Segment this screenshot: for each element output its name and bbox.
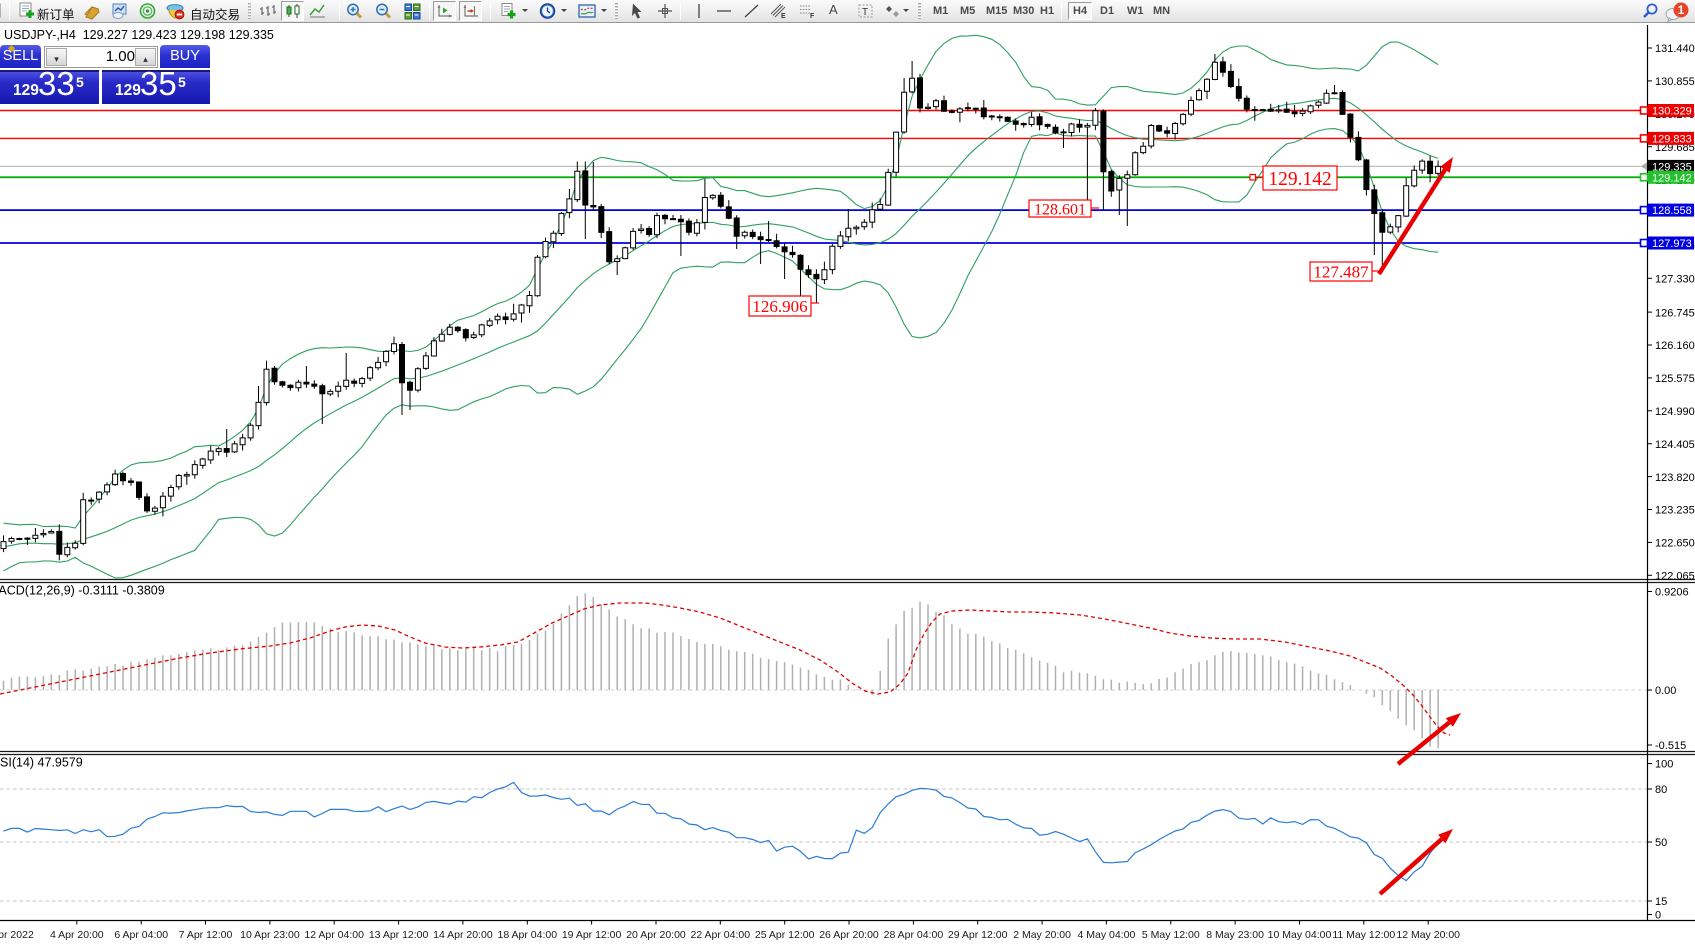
- svg-text:122.650: 122.650: [1655, 538, 1695, 550]
- svg-text:20 Apr 20:00: 20 Apr 20:00: [626, 929, 686, 941]
- svg-text:126.906: 126.906: [752, 297, 807, 316]
- svg-text:0: 0: [1655, 909, 1661, 921]
- svg-text:80: 80: [1655, 784, 1667, 796]
- svg-text:8 May 23:00: 8 May 23:00: [1206, 929, 1264, 941]
- svg-text:130.329: 130.329: [1652, 106, 1692, 118]
- svg-text:7 Apr 12:00: 7 Apr 12:00: [179, 929, 233, 941]
- svg-text:128.558: 128.558: [1652, 205, 1692, 217]
- svg-text:127.487: 127.487: [1313, 263, 1369, 282]
- svg-text:12 Apr 04:00: 12 Apr 04:00: [304, 929, 364, 941]
- svg-text:124.990: 124.990: [1655, 406, 1695, 418]
- svg-text:123.820: 123.820: [1655, 472, 1695, 484]
- svg-text:14 Apr 20:00: 14 Apr 20:00: [433, 929, 493, 941]
- svg-text:129.335: 129.335: [1652, 161, 1692, 173]
- svg-text:124.405: 124.405: [1655, 439, 1695, 451]
- svg-text:12 May 20:00: 12 May 20:00: [1396, 929, 1460, 941]
- svg-text:-0.515: -0.515: [1655, 740, 1686, 752]
- svg-text:4 May 04:00: 4 May 04:00: [1078, 929, 1136, 941]
- svg-text:29 Apr 12:00: 29 Apr 12:00: [948, 929, 1008, 941]
- svg-text:100: 100: [1655, 758, 1673, 770]
- svg-text:126.160: 126.160: [1655, 340, 1695, 352]
- svg-text:26 Apr 20:00: 26 Apr 20:00: [819, 929, 879, 941]
- svg-text:11 May 12:00: 11 May 12:00: [1332, 929, 1395, 941]
- svg-text:131.440: 131.440: [1655, 43, 1695, 55]
- svg-text:1 Apr 2022: 1 Apr 2022: [0, 929, 34, 941]
- svg-text:18 Apr 04:00: 18 Apr 04:00: [498, 929, 558, 941]
- svg-text:0.9206: 0.9206: [1655, 587, 1689, 599]
- svg-text:19 Apr 12:00: 19 Apr 12:00: [562, 929, 622, 941]
- svg-text:129.142: 129.142: [1652, 172, 1692, 184]
- svg-text:123.235: 123.235: [1655, 505, 1695, 517]
- svg-text:0.00: 0.00: [1655, 685, 1676, 697]
- svg-text:127.330: 127.330: [1655, 274, 1695, 286]
- svg-text:T: T: [862, 7, 868, 18]
- svg-text:125.575: 125.575: [1655, 373, 1695, 385]
- svg-text:128.601: 128.601: [1034, 201, 1086, 218]
- svg-text:129.142: 129.142: [1268, 169, 1331, 190]
- svg-text:2 May 20:00: 2 May 20:00: [1013, 929, 1071, 941]
- svg-text:50: 50: [1655, 837, 1667, 849]
- svg-text:15: 15: [1655, 896, 1667, 908]
- svg-text:129.833: 129.833: [1652, 133, 1692, 145]
- svg-text:10 Apr 23:00: 10 Apr 23:00: [240, 929, 300, 941]
- svg-text:4 Apr 20:00: 4 Apr 20:00: [50, 929, 104, 941]
- svg-text:1: 1: [1678, 3, 1685, 17]
- svg-text:13 Apr 12:00: 13 Apr 12:00: [369, 929, 429, 941]
- svg-text:28 Apr 04:00: 28 Apr 04:00: [884, 929, 944, 941]
- svg-text:10 May 04:00: 10 May 04:00: [1268, 929, 1332, 941]
- svg-text:127.973: 127.973: [1652, 238, 1692, 250]
- svg-text:E: E: [781, 13, 786, 20]
- svg-text:RSI(14) 47.9579: RSI(14) 47.9579: [0, 756, 83, 770]
- svg-text:122.065: 122.065: [1655, 571, 1695, 583]
- svg-text:F: F: [810, 13, 815, 20]
- svg-text:25 Apr 12:00: 25 Apr 12:00: [755, 929, 815, 941]
- svg-text:MACD(12,26,9) -0.3111 -0.3809: MACD(12,26,9) -0.3111 -0.3809: [0, 584, 165, 598]
- svg-text:5 May 12:00: 5 May 12:00: [1142, 929, 1200, 941]
- svg-text:6 Apr 04:00: 6 Apr 04:00: [114, 929, 168, 941]
- svg-text:22 Apr 04:00: 22 Apr 04:00: [691, 929, 751, 941]
- svg-text:USDJPY-,H4 129.227 129.423 12: USDJPY-,H4 129.227 129.423 129.198 129.3…: [4, 28, 274, 42]
- svg-text:126.745: 126.745: [1655, 307, 1695, 319]
- svg-text:130.855: 130.855: [1655, 76, 1695, 88]
